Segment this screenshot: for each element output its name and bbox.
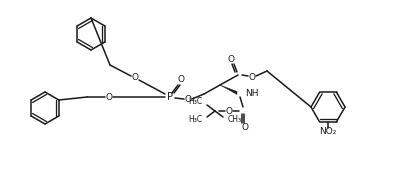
Text: O: O: [131, 74, 139, 82]
Text: O: O: [227, 56, 235, 64]
Text: O: O: [241, 123, 249, 131]
Text: NO₂: NO₂: [319, 128, 337, 136]
Text: H₃C: H₃C: [188, 115, 202, 124]
Text: H₃C: H₃C: [188, 97, 202, 107]
Text: CH₃: CH₃: [228, 115, 242, 124]
Text: O: O: [106, 92, 112, 102]
Text: NH: NH: [245, 89, 258, 97]
Polygon shape: [220, 85, 237, 95]
Text: O: O: [249, 73, 256, 81]
Text: O: O: [225, 107, 233, 115]
Text: P: P: [167, 92, 173, 102]
Text: O: O: [177, 75, 185, 85]
Text: O: O: [185, 95, 191, 103]
